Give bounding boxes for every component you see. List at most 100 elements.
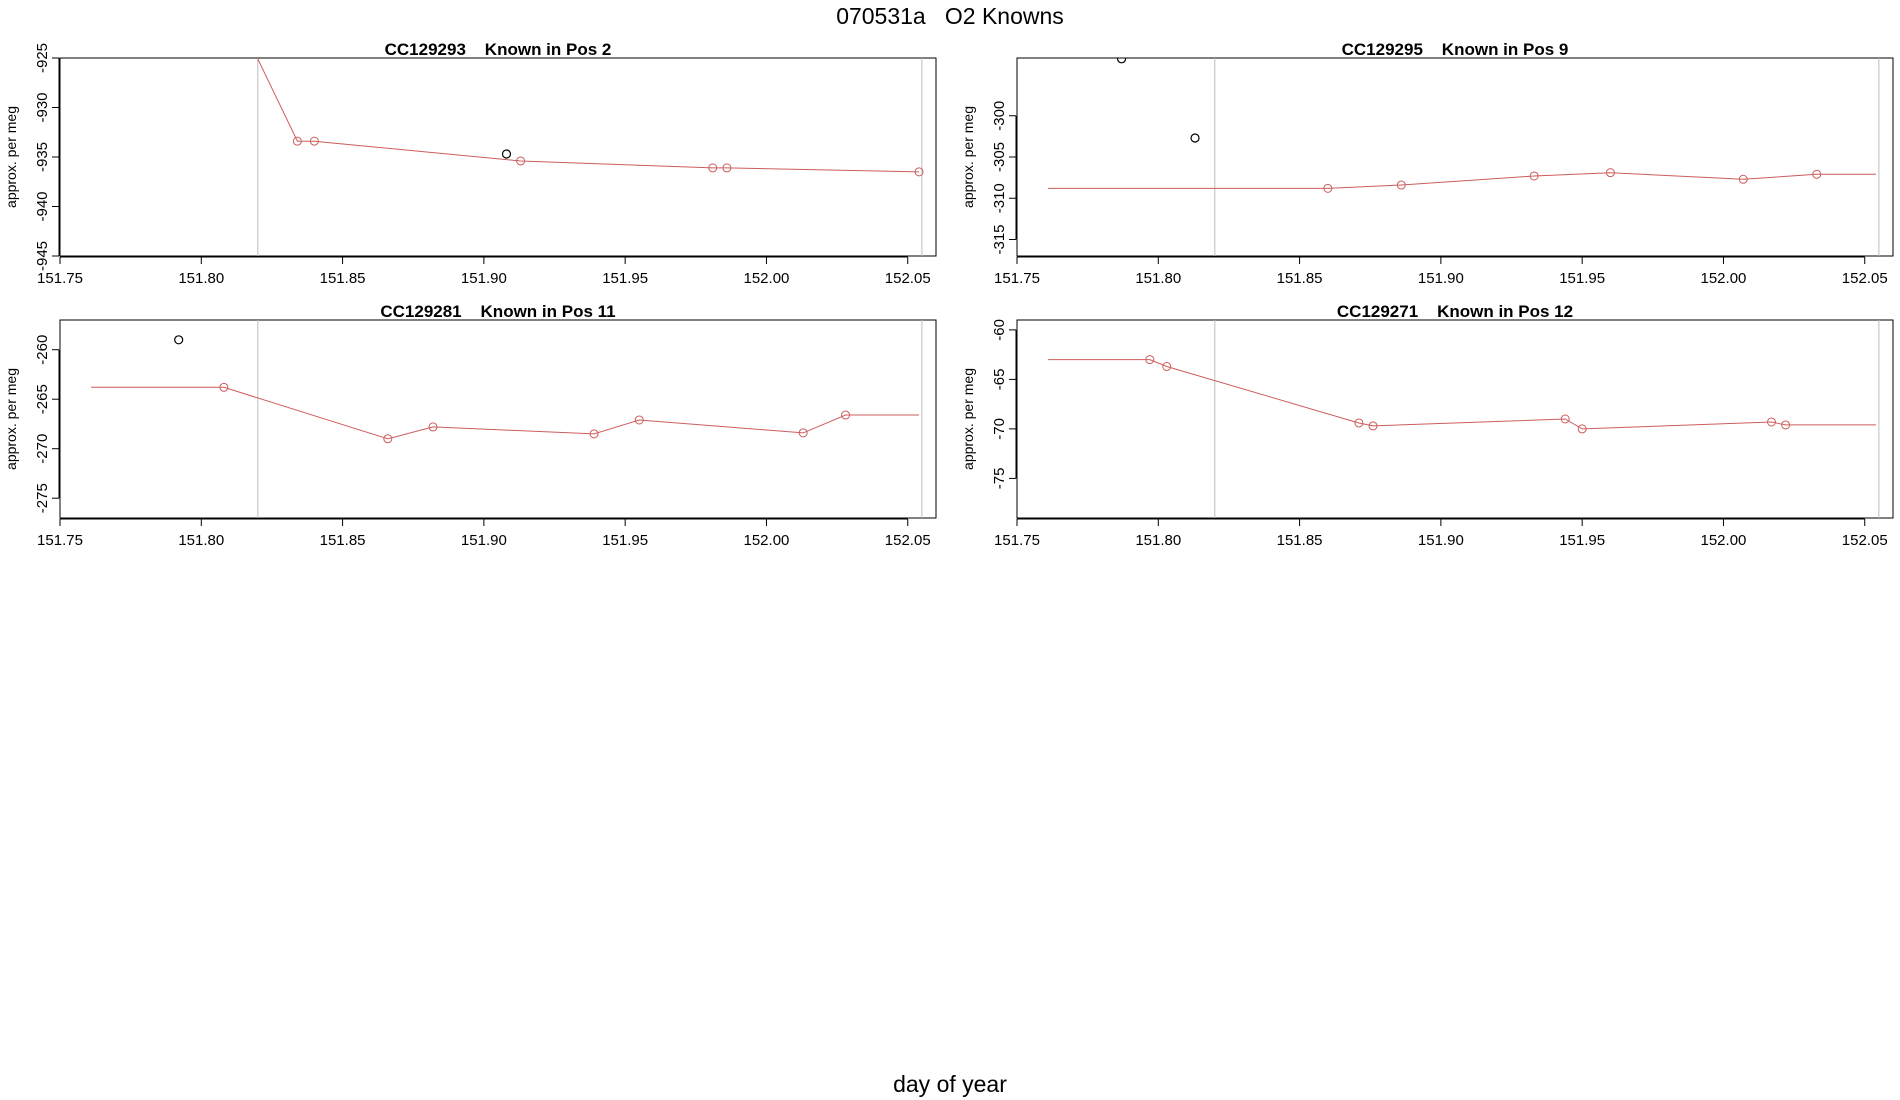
data-point bbox=[219, 382, 229, 392]
data-point bbox=[1781, 420, 1791, 430]
y-axis-label: approx. per meg bbox=[3, 106, 19, 208]
x-tick-label: 151.75 bbox=[37, 270, 83, 287]
x-tick-label: 151.90 bbox=[461, 270, 507, 287]
x-tick-label: 151.75 bbox=[994, 532, 1040, 549]
data-layer bbox=[256, 58, 924, 256]
data-point bbox=[1560, 414, 1570, 424]
y-tick-label: -315 bbox=[991, 224, 1008, 254]
y-axis-label: approx. per meg bbox=[960, 106, 976, 208]
data-point bbox=[914, 167, 924, 177]
data-point bbox=[1354, 418, 1364, 428]
y-tick-label: -275 bbox=[34, 483, 51, 513]
panel-title: CC129295 Known in Pos 9 bbox=[1342, 40, 1569, 59]
panel-4: CC129271 Known in Pos 12 approx. per meg 1… bbox=[960, 302, 1894, 549]
data-point bbox=[428, 422, 438, 432]
y-tick-label: -60 bbox=[991, 319, 1008, 341]
x-tick-label: 152.05 bbox=[1842, 270, 1888, 287]
panel-title: CC129271 Known in Pos 12 bbox=[1337, 302, 1573, 321]
x-tick-label: 151.75 bbox=[994, 270, 1040, 287]
outlier-point bbox=[174, 335, 184, 345]
data-point bbox=[309, 136, 319, 146]
x-tick-label: 152.05 bbox=[1842, 532, 1888, 549]
y-tick-label: -930 bbox=[34, 92, 51, 122]
x-tick-label: 152.00 bbox=[744, 532, 790, 549]
plot-frame bbox=[59, 319, 937, 519]
x-tick-label: 151.90 bbox=[1418, 532, 1464, 549]
x-tick-label: 151.95 bbox=[1559, 532, 1605, 549]
x-tick-label: 151.85 bbox=[320, 270, 366, 287]
plot-frame bbox=[1016, 319, 1894, 519]
x-tick-label: 151.80 bbox=[178, 270, 224, 287]
y-axis-label: approx. per meg bbox=[960, 368, 976, 470]
x-axis-label: day of year bbox=[893, 1071, 1007, 1097]
data-point bbox=[722, 163, 732, 173]
data-point bbox=[383, 434, 393, 444]
x-tick-label: 151.85 bbox=[1277, 270, 1323, 287]
data-layer bbox=[1048, 320, 1880, 518]
data-point bbox=[1396, 180, 1406, 190]
series-line bbox=[91, 386, 919, 440]
y-tick-label: -940 bbox=[34, 191, 51, 221]
x-tick-label: 151.95 bbox=[602, 270, 648, 287]
plot-frame bbox=[1016, 57, 1894, 257]
series-line bbox=[256, 58, 920, 173]
y-axis-label: approx. per meg bbox=[3, 368, 19, 470]
data-point bbox=[292, 136, 302, 146]
data-point bbox=[708, 163, 718, 173]
data-layer bbox=[1048, 58, 1880, 256]
data-point bbox=[1323, 183, 1333, 193]
x-tick-label: 151.85 bbox=[1277, 532, 1323, 549]
figure-title: 070531a O2 Knowns bbox=[836, 3, 1064, 29]
outlier-point bbox=[1190, 133, 1200, 143]
panel-title: CC129281 Known in Pos 11 bbox=[380, 302, 615, 321]
x-tick-label: 152.05 bbox=[885, 532, 931, 549]
y-tick-label: -300 bbox=[991, 101, 1008, 131]
data-point bbox=[1368, 421, 1378, 431]
x-tick-label: 151.80 bbox=[178, 532, 224, 549]
data-point bbox=[1766, 417, 1776, 427]
y-tick-label: -70 bbox=[991, 418, 1008, 440]
y-tick-label: -65 bbox=[991, 369, 1008, 391]
x-tick-label: 151.80 bbox=[1135, 532, 1181, 549]
data-point bbox=[1529, 171, 1539, 181]
panel-3: CC129281 Known in Pos 11 approx. per meg 1… bbox=[3, 302, 937, 549]
x-tick-label: 151.80 bbox=[1135, 270, 1181, 287]
data-point bbox=[1162, 362, 1172, 372]
data-point bbox=[1577, 424, 1587, 434]
x-tick-label: 152.05 bbox=[885, 270, 931, 287]
data-point bbox=[1605, 168, 1615, 178]
data-point bbox=[589, 429, 599, 439]
x-tick-label: 151.90 bbox=[1418, 270, 1464, 287]
x-tick-label: 151.90 bbox=[461, 532, 507, 549]
data-point bbox=[1812, 169, 1822, 179]
panel-2: CC129295 Known in Pos 9 approx. per meg 15… bbox=[960, 40, 1894, 287]
y-tick-label: -945 bbox=[34, 241, 51, 271]
y-tick-label: -925 bbox=[34, 43, 51, 73]
plot-frame bbox=[59, 57, 937, 257]
x-tick-label: 151.85 bbox=[320, 532, 366, 549]
data-point bbox=[841, 410, 851, 420]
y-tick-label: -260 bbox=[34, 335, 51, 365]
x-tick-label: 151.75 bbox=[37, 532, 83, 549]
y-tick-label: -75 bbox=[991, 468, 1008, 490]
x-tick-label: 151.95 bbox=[1559, 270, 1605, 287]
data-point bbox=[798, 428, 808, 438]
outlier-point bbox=[501, 149, 512, 159]
y-tick-label: -310 bbox=[991, 183, 1008, 213]
data-layer bbox=[91, 320, 923, 518]
data-point bbox=[1145, 355, 1155, 365]
x-tick-label: 152.00 bbox=[744, 270, 790, 287]
y-tick-label: -305 bbox=[991, 142, 1008, 172]
panel-title: CC129293 Known in Pos 2 bbox=[385, 40, 612, 59]
y-tick-label: -270 bbox=[34, 434, 51, 464]
y-tick-label: -935 bbox=[34, 142, 51, 172]
data-point bbox=[516, 156, 526, 166]
x-tick-label: 152.00 bbox=[1701, 270, 1747, 287]
outlier-point bbox=[1116, 58, 1127, 64]
series-line bbox=[1048, 359, 1876, 430]
y-tick-label: -265 bbox=[34, 384, 51, 414]
panel-1: CC129293 Known in Pos 2 approx. per meg 15… bbox=[3, 40, 937, 287]
series-line bbox=[1048, 172, 1876, 189]
x-tick-label: 152.00 bbox=[1701, 532, 1747, 549]
